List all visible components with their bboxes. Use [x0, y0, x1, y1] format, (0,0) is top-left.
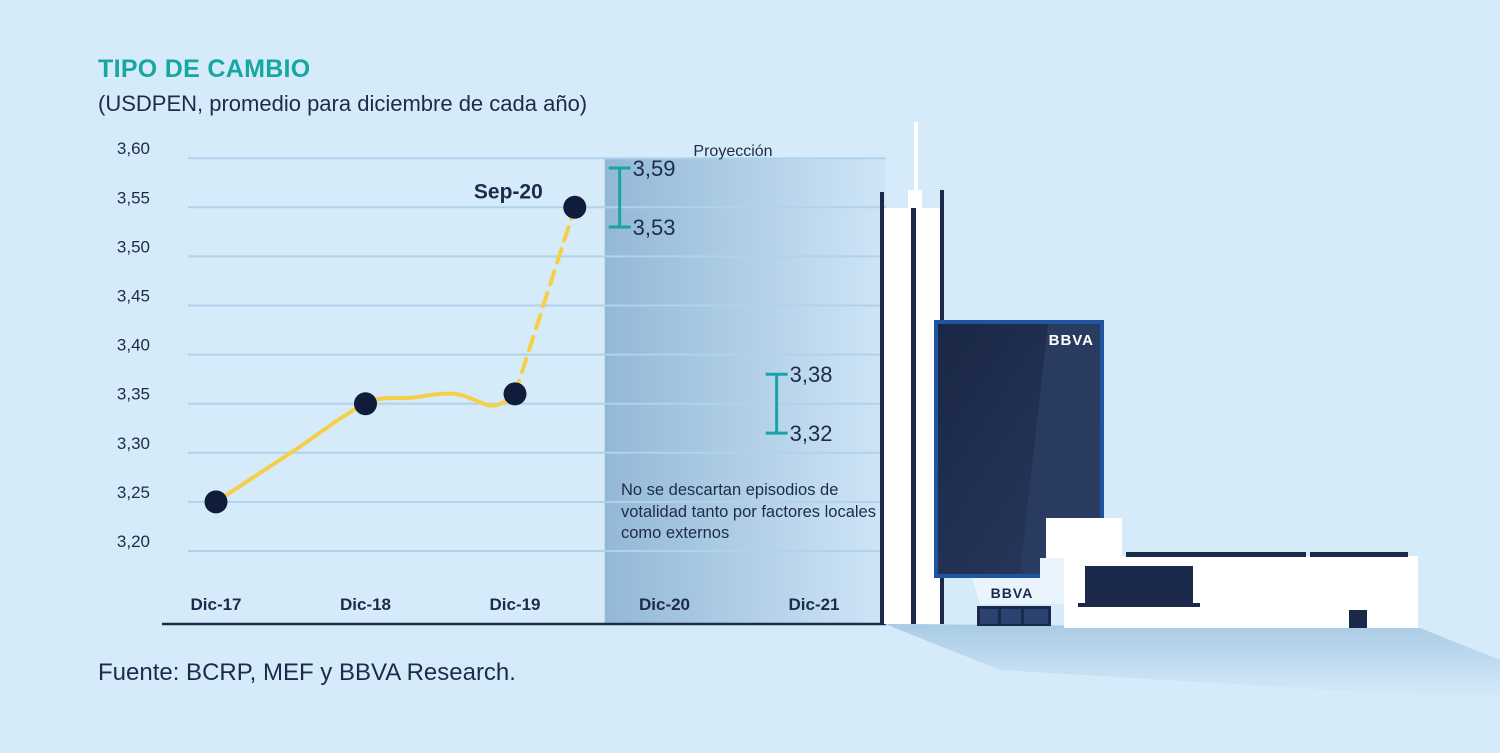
low-building-window	[1085, 566, 1193, 604]
x-axis-ticks: Dic-17 Dic-18 Dic-19 Dic-20 Dic-21	[190, 595, 839, 614]
range-high-label: 3,38	[790, 362, 833, 387]
series-lines	[214, 205, 577, 504]
projection-band	[604, 158, 886, 624]
canopy	[972, 578, 1052, 604]
low-building-ledge	[1078, 603, 1200, 607]
gridlines	[188, 157, 886, 552]
data-markers	[204, 195, 587, 514]
y-tick-label: 3,40	[117, 336, 150, 355]
data-point-marker	[563, 195, 587, 219]
bbva-logo-top: BBVA	[1049, 332, 1094, 349]
tower-antenna	[914, 122, 918, 208]
bbva-logo-bottom: BBVA	[991, 585, 1034, 601]
tower-stripe	[911, 208, 916, 624]
buildings-illustration: BBVA BBVA	[880, 122, 1500, 700]
x-tick-label: Dic-21	[788, 595, 839, 614]
y-tick-label: 3,50	[117, 237, 150, 256]
data-point-marker	[503, 382, 527, 406]
y-tick-label: 3,45	[117, 287, 150, 306]
point-annotation: Sep-20	[474, 180, 543, 203]
x-tick-label: Dic-20	[639, 595, 690, 614]
projection-note: No se descartan episodios de votalidad t…	[621, 481, 876, 542]
series-line-solid	[214, 391, 517, 504]
chart-subtitle: (USDPEN, promedio para diciembre de cada…	[98, 91, 588, 116]
source-note: Fuente: BCRP, MEF y BBVA Research.	[98, 659, 516, 686]
y-tick-label: 3,55	[117, 188, 150, 207]
tower-top	[908, 190, 922, 208]
annotations: Sep-20	[474, 180, 543, 203]
projection-label: Proyección	[693, 143, 773, 160]
projection-ranges: 3,59 3,53 3,38 3,32	[608, 156, 833, 446]
tower-left-frame	[880, 192, 884, 624]
x-tick-label: Dic-18	[340, 595, 391, 614]
x-tick-label: Dic-19	[489, 595, 540, 614]
y-axis-ticks: 3,20 3,25 3,30 3,35 3,40 3,45 3,50 3,55 3,60	[117, 139, 150, 551]
series-line-dashed	[513, 205, 577, 396]
range-low-label: 3,32	[790, 421, 833, 446]
x-tick-label: Dic-17	[190, 595, 241, 614]
range-low-label: 3,53	[633, 215, 676, 240]
y-tick-label: 3,20	[117, 532, 150, 551]
entrance-door-2	[1001, 609, 1021, 624]
range-high-label: 3,59	[633, 156, 676, 181]
y-tick-label: 3,25	[117, 483, 150, 502]
glass-reflection	[1020, 324, 1100, 574]
y-tick-label: 3,30	[117, 434, 150, 453]
annex-block-top	[1046, 518, 1122, 560]
ground-shadow	[885, 624, 1500, 700]
low-building-roof-left	[1126, 552, 1306, 557]
y-tick-label: 3,60	[117, 139, 150, 158]
y-tick-label: 3,35	[117, 385, 150, 404]
annex-block-side	[1040, 558, 1068, 604]
chart-title: TIPO DE CAMBIO	[98, 55, 311, 83]
entrance-door-3	[1024, 609, 1048, 624]
data-point-marker	[204, 490, 228, 514]
low-building-door	[1349, 610, 1367, 628]
low-building-roof-right	[1310, 552, 1408, 557]
entrance-door-1	[980, 609, 998, 624]
data-point-marker	[354, 392, 377, 416]
